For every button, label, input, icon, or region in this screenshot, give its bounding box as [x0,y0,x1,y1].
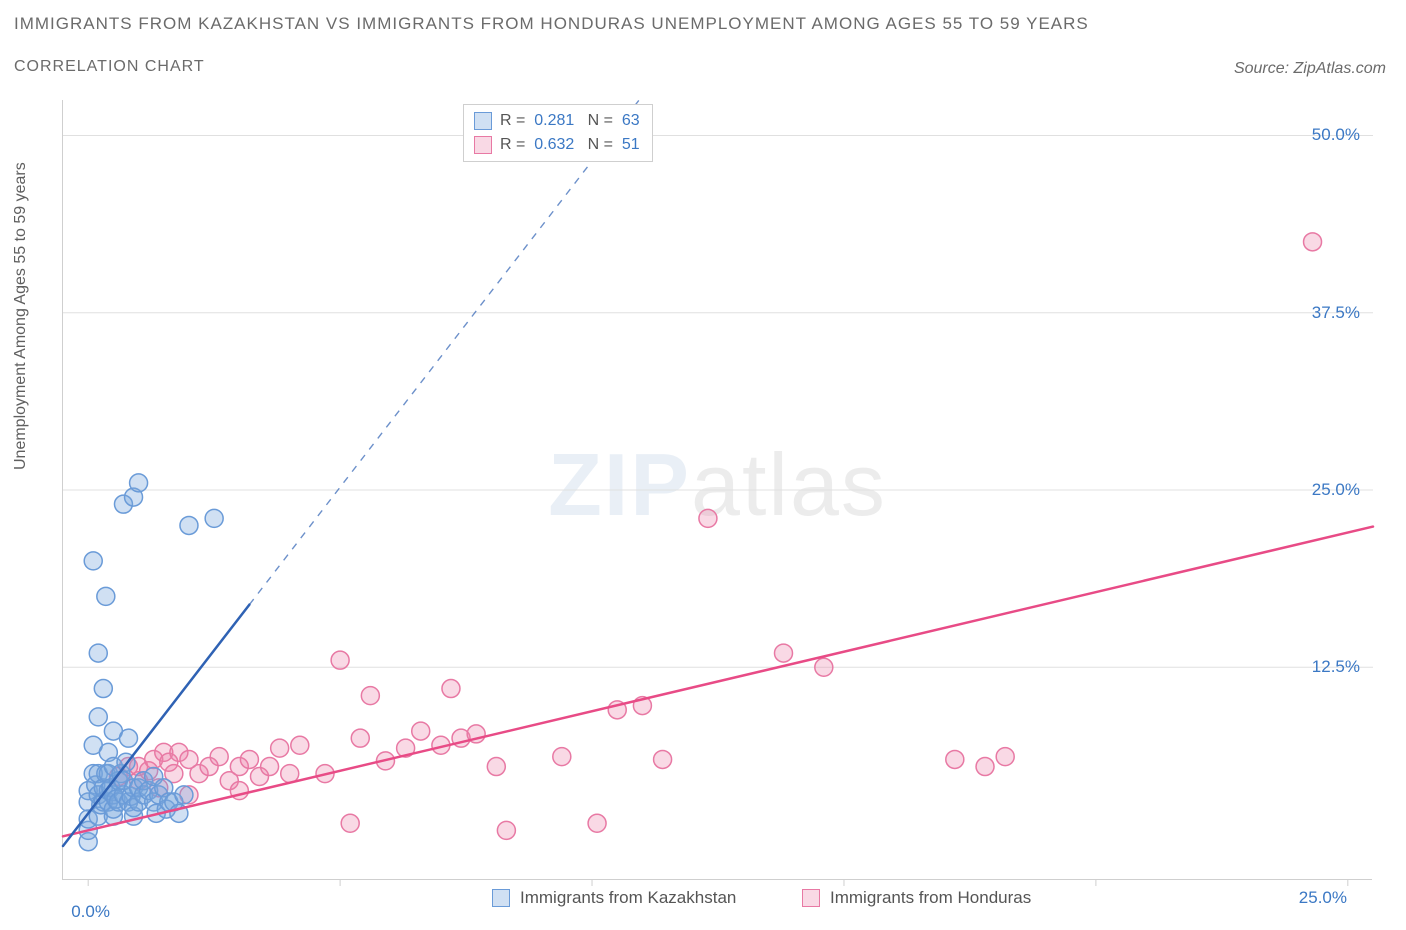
y-tick-label: 12.5% [1312,657,1360,677]
chart-svg [63,100,1372,879]
swatch-b-icon [474,136,492,154]
stats-legend-row: R = 0.281 N = 63 [474,109,640,133]
y-tick-label: 37.5% [1312,303,1360,323]
stats-legend-text: R = 0.632 N = 51 [500,133,640,157]
series-b-label: Immigrants from Honduras [830,888,1031,908]
chart-subtitle: CORRELATION CHART [14,58,205,76]
stats-legend: R = 0.281 N = 63R = 0.632 N = 51 [463,104,653,162]
source-attribution: Source: ZipAtlas.com [1234,60,1386,78]
stats-legend-text: R = 0.281 N = 63 [500,109,640,133]
x-axis-max-label: 25.0% [1299,888,1347,908]
y-axis-label: Unemployment Among Ages 55 to 59 years [12,162,30,470]
stats-legend-row: R = 0.632 N = 51 [474,133,640,157]
y-tick-label: 25.0% [1312,480,1360,500]
x-axis-min-label: 0.0% [71,902,110,922]
swatch-b-icon [802,889,820,907]
y-tick-label: 50.0% [1312,125,1360,145]
bottom-legend-series-a: Immigrants from Kazakhstan [492,888,736,908]
swatch-a-icon [492,889,510,907]
chart-title: IMMIGRANTS FROM KAZAKHSTAN VS IMMIGRANTS… [14,14,1089,34]
bottom-legend-series-b: Immigrants from Honduras [802,888,1031,908]
plot-area: ZIPatlas R = 0.281 N = 63R = 0.632 N = 5… [62,100,1372,880]
series-a-label: Immigrants from Kazakhstan [520,888,736,908]
swatch-a-icon [474,112,492,130]
